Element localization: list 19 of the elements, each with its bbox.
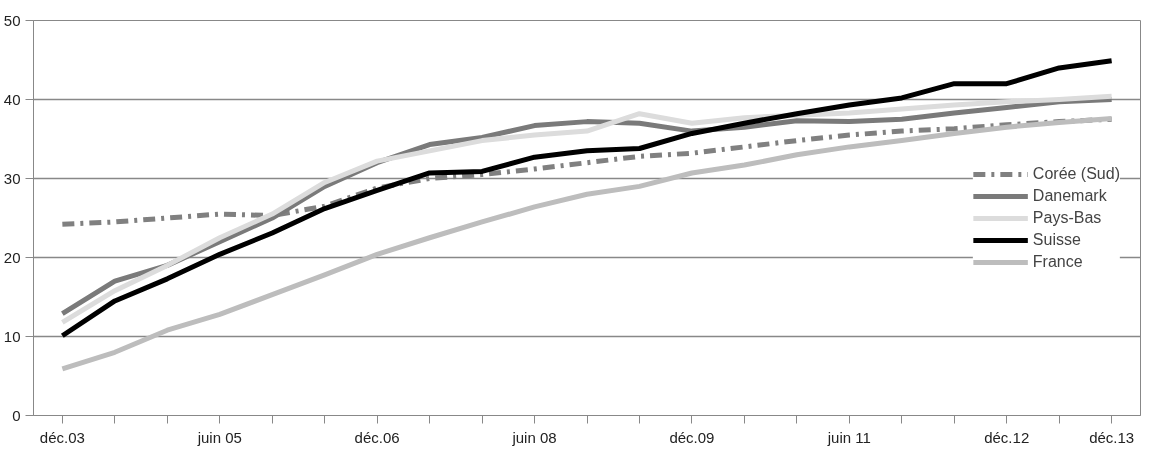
legend-label: France — [1032, 252, 1083, 271]
legend-label: Suisse — [1032, 230, 1081, 249]
legend-label: Pays-Bas — [1032, 208, 1102, 227]
y-tick-label: 40 — [3, 90, 21, 108]
y-tick-label: 0 — [12, 406, 21, 424]
x-tick-label: juin 08 — [511, 428, 557, 446]
x-tick-label: déc.06 — [354, 428, 400, 446]
x-tick-label: déc.03 — [39, 428, 85, 446]
x-tick-label: déc.12 — [984, 428, 1030, 446]
x-tick-label: juin 05 — [196, 428, 242, 446]
y-tick-label: 20 — [3, 248, 21, 266]
x-tick-label: juin 11 — [826, 428, 871, 446]
legend-label: Danemark — [1032, 186, 1107, 205]
x-tick-label: déc.09 — [669, 428, 715, 446]
y-tick-label: 10 — [3, 327, 21, 345]
y-tick-label: 30 — [3, 169, 21, 187]
legend-label: Corée (Sud) — [1032, 164, 1120, 183]
y-tick-label: 50 — [3, 11, 21, 29]
x-tick-label: déc.13 — [1089, 428, 1135, 446]
